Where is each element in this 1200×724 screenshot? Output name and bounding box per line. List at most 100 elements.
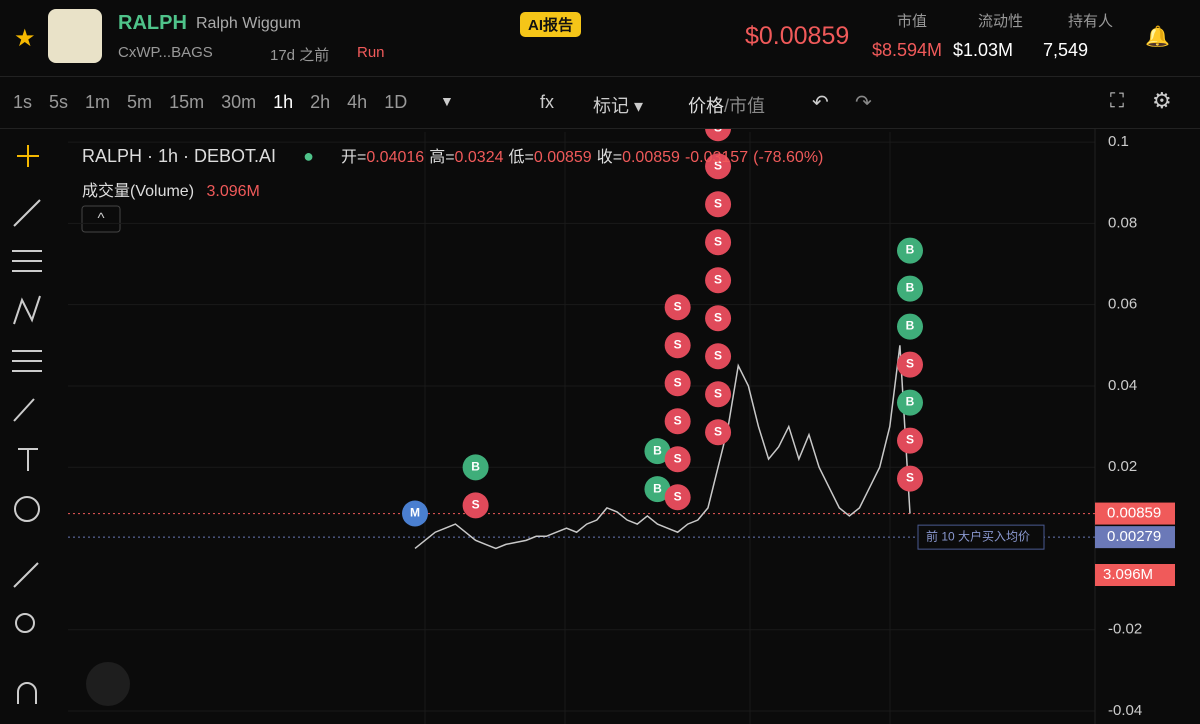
interval-button[interactable]: 1h [273,92,294,112]
run-tag: Run [357,44,385,61]
bell-icon[interactable]: 🔔 [1145,26,1170,48]
interval-button[interactable]: 5m [127,92,153,112]
trade-marker[interactable] [664,370,691,397]
zoom-tool[interactable] [15,613,35,633]
symbol: RALPH [118,12,187,34]
trade-marker-label: S [714,310,722,324]
trade-marker[interactable] [705,267,732,294]
indicators-button[interactable]: 标记 ▾ [593,96,644,116]
trade-marker-label: S [714,272,722,286]
fib-tool[interactable] [12,250,42,272]
address[interactable]: CxWP...BAGS [118,44,213,61]
projection-tool[interactable] [12,350,42,372]
price: $0.00859 [745,22,850,50]
trade-marker[interactable] [644,476,671,503]
trade-marker-label: S [906,433,914,447]
header: ★ RALPH Ralph Wiggum AI报告 CxWP...BAGS 17… [0,0,1200,77]
trade-marker-label: S [714,129,722,134]
dropdown[interactable]: ▼ [440,93,454,109]
y-tick-label: 0.04 [1108,377,1137,394]
interval-button[interactable]: 30m [221,92,257,112]
price-label-bg [1095,502,1175,525]
interval-button[interactable]: 1m [85,92,111,112]
brush-tool[interactable] [13,398,35,422]
trade-marker[interactable] [705,153,732,180]
trade-marker[interactable] [705,419,732,446]
trade-marker-label: M [410,506,420,520]
trade-marker[interactable] [664,408,691,435]
fullscreen[interactable]: ⛶ [1110,90,1124,112]
ai-report-button[interactable]: AI报告 [520,12,582,37]
chart: ^ -0.04 -0.02 0.02 0.04 0.06 0.08 0.1 0.00859 0.… [12,129,1175,724]
crosshair-tool[interactable] [17,145,39,167]
trade-marker[interactable] [705,229,732,256]
star-icon[interactable]: ★ [14,25,36,52]
tv-logo[interactable] [86,662,130,706]
trade-marker[interactable] [897,465,923,492]
trade-marker[interactable] [705,381,732,408]
trade-marker-label: S [674,413,682,427]
trade-marker[interactable] [664,332,691,359]
settings[interactable]: ⚙ [1152,88,1172,113]
trade-marker[interactable] [705,343,732,370]
price-label: 0.00279 [1107,528,1161,545]
drawing-tools [12,145,42,704]
stat-value: 7,549 [1043,40,1089,60]
open-label: 开= [340,149,367,166]
trade-marker[interactable] [897,275,923,302]
interval-button[interactable]: 2h [310,92,331,112]
intervals: 1s 5s 1m 5m 15m 30m 1h 2h 4h 1D [13,92,424,113]
trade-marker[interactable] [664,484,691,511]
stat-label: 流动性 [978,13,1024,30]
line-tool[interactable] [13,199,41,227]
age: 17d 之前 [270,47,330,64]
interval-button[interactable]: 4h [347,92,368,112]
interval-button[interactable]: 1s [13,92,33,112]
fx-button[interactable]: fx [540,92,555,112]
trade-marker[interactable] [402,500,428,527]
redo[interactable]: ↷ [855,92,872,114]
price-mode[interactable]: 价格/市值 [688,92,765,118]
trade-marker-label: B [471,460,480,474]
trade-marker-label: S [714,158,722,172]
ruler-tool[interactable] [13,562,39,588]
mcap-option[interactable]: 市值 [729,96,766,116]
stat-value: $8.594M [872,40,943,60]
trade-marker[interactable] [897,313,923,340]
trade-marker-label: S [674,299,682,313]
collapse-button[interactable] [81,205,121,233]
trade-marker[interactable] [664,294,691,321]
trade-marker[interactable] [705,191,732,218]
trade-marker[interactable] [897,237,923,264]
y-tick-label: 0.08 [1108,214,1137,231]
trade-marker-label: B [653,481,662,495]
trade-marker[interactable] [897,351,923,378]
text-tool[interactable] [18,448,38,471]
trade-marker[interactable] [705,129,732,142]
separator: / [724,96,730,116]
volume-axis-label: 3.096M [1103,566,1153,583]
trade-marker-label: B [906,395,915,409]
trade-marker[interactable] [897,389,923,416]
low: 0.00859 [533,149,592,166]
interval-button[interactable]: 5s [49,92,69,112]
price-note: 前 10 大户买入均价 [926,528,1030,543]
trade-marker[interactable] [644,438,671,465]
price-option[interactable]: 价格 [688,96,724,116]
label: 标记 [593,96,629,116]
trade-marker[interactable] [462,454,489,481]
trade-marker[interactable] [705,305,732,332]
trade-marker[interactable] [462,492,489,519]
trade-marker[interactable] [897,427,923,454]
interval-button[interactable]: 1D [384,92,408,112]
pattern-tool[interactable] [13,295,41,325]
trade-marker-label: S [674,451,682,465]
magnet-tool[interactable] [17,682,37,704]
interval-button[interactable]: 15m [169,92,205,112]
toolbar: 1s 5s 1m 5m 15m 30m 1h 2h 4h 1D ▼ fx 标记 ▾ 价格/市值 ↶… [0,78,1200,129]
legend-title: RALPH · 1h · DEBOT.AI [82,146,277,166]
undo[interactable]: ↶ [812,92,829,114]
trade-marker[interactable] [664,446,691,473]
trade-marker-label: B [906,243,915,257]
emoji-tool[interactable] [14,496,40,522]
